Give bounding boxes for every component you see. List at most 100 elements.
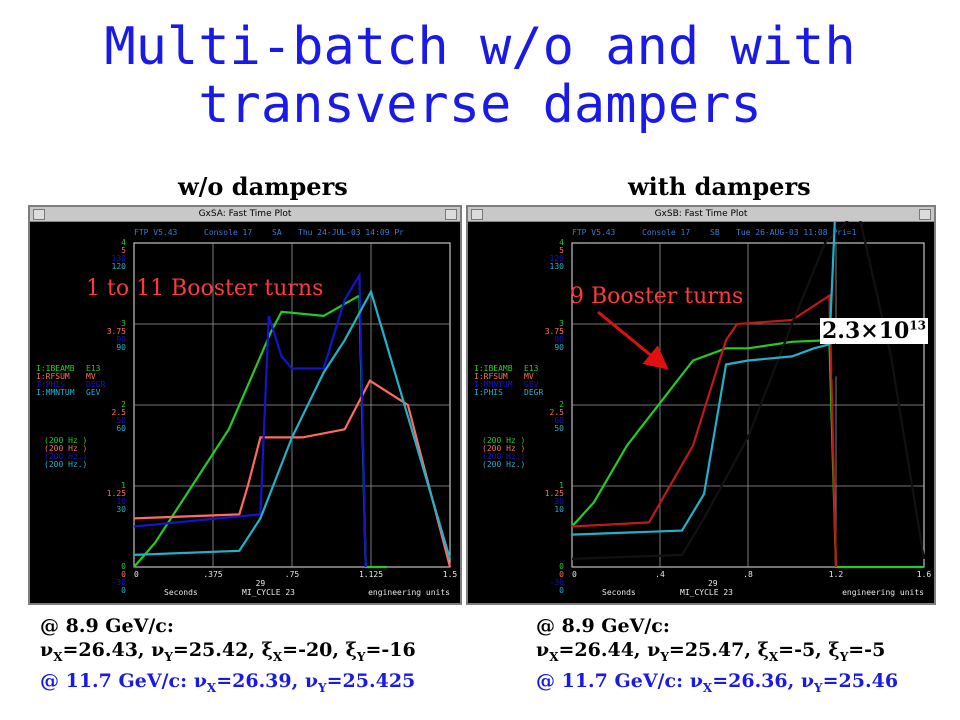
status-text: Tue 26-AUG-03 11:08 Pri=1 — [736, 228, 857, 237]
y-tick-label: 5 — [121, 246, 126, 255]
trace-iphis — [571, 221, 836, 536]
rate-label: (200 Hz.) — [44, 460, 87, 469]
device-units: MV — [86, 372, 96, 381]
device-name: I:RFSUM — [474, 372, 508, 381]
device-units: GEV — [524, 380, 539, 389]
rate-label: (200 Hz ) — [482, 444, 525, 453]
x-tick-label: .4 — [655, 570, 665, 579]
y-tick-label: 1 — [559, 481, 564, 490]
status-text: FTP V5.43 — [572, 228, 616, 237]
y-tick-label: 2 — [121, 400, 126, 409]
x-axis-label: Seconds — [164, 588, 198, 597]
y-tick-label: 3 — [121, 319, 126, 328]
y-tick-label: 90 — [554, 335, 564, 344]
left-footer-line2: νX=26.43, νY=25.42, ξX=-20, ξY=-16 — [40, 639, 416, 664]
rate-label: (200 Hz.) — [482, 452, 525, 461]
trace-immntum — [133, 288, 452, 560]
x-tick-label: 1.125 — [359, 570, 383, 579]
device-name: I:PHIS — [474, 388, 503, 397]
intensity-label: 2.3×1013 — [820, 318, 929, 344]
right-plot-window[interactable]: GxSB: Fast Time Plot FTP V5.43 Console 17… — [466, 205, 936, 605]
trace-iphis — [133, 271, 367, 568]
units-label: engineering units — [368, 588, 450, 597]
y-tick-label: 120 — [550, 254, 565, 263]
y-tick-label: 120 — [112, 262, 127, 271]
device-units: GEV — [86, 388, 101, 397]
y-tick-label: 1 — [121, 481, 126, 490]
trace-irfsum — [571, 293, 838, 568]
device-units: E13 — [524, 364, 539, 373]
y-tick-label: -30 — [112, 578, 127, 587]
y-tick-label: 1.25 — [545, 489, 564, 498]
x-tick-label: 0 — [572, 570, 577, 579]
x-tick-label: 1.6 — [917, 570, 932, 579]
y-tick-label: -30 — [550, 578, 565, 587]
y-tick-label: 0 — [121, 562, 126, 571]
window-maximize-icon[interactable] — [919, 209, 931, 220]
right-footer-line3: @ 11.7 GeV/c: νX=26.36, νY=25.46 — [536, 669, 899, 695]
x-tick-label: 1.5 — [443, 570, 458, 579]
y-tick-label: 50 — [116, 416, 126, 425]
left-footer-line1: @ 8.9 GeV/c: — [40, 615, 174, 637]
device-name: I:MMNTUM — [474, 380, 513, 389]
y-tick-label: 10 — [554, 505, 564, 514]
right-plot[interactable]: FTP V5.43 Console 17 SB Tue 26-AUG-03 11:08… — [468, 221, 934, 603]
window-maximize-icon[interactable] — [445, 209, 457, 220]
rate-label: (200 Hz.) — [44, 452, 87, 461]
y-tick-label: 90 — [554, 343, 564, 352]
x-tick-label: .375 — [203, 570, 222, 579]
device-name: I:RFSUM — [36, 372, 70, 381]
trace-irfsum — [133, 379, 452, 568]
x-tick-label: 1.2 — [829, 570, 844, 579]
status-text: Console 17 — [204, 228, 252, 237]
status-text: SB — [710, 228, 720, 237]
title-line-2: transverse dampers — [198, 75, 762, 135]
y-tick-label: 3.75 — [545, 327, 564, 336]
left-window-titlebar[interactable]: GxSA: Fast Time Plot — [30, 207, 460, 222]
window-menu-icon[interactable] — [471, 209, 483, 220]
cycle-label: MI_CYCLE 23 — [242, 588, 295, 597]
left-plot[interactable]: FTP V5.43 Console 17 SA Thu 24-JUL-03 14:09… — [30, 221, 460, 603]
y-tick-label: 60 — [116, 424, 126, 433]
right-window-title: GxSB: Fast Time Plot — [654, 209, 748, 219]
y-tick-label: 4 — [559, 238, 564, 247]
y-tick-label: 10 — [116, 497, 126, 506]
y-tick-label: 3.75 — [107, 327, 126, 336]
status-text: SA — [272, 228, 282, 237]
left-footer-line3: @ 11.7 GeV/c: νX=26.39, νY=25.425 — [40, 669, 416, 695]
device-name: I:MMNTUM — [36, 388, 75, 397]
device-name: I:IBEAMB — [36, 364, 75, 373]
x-tick-label: .75 — [285, 570, 300, 579]
device-units: DEGR — [86, 380, 105, 389]
right-window-titlebar[interactable]: GxSB: Fast Time Plot — [468, 207, 934, 222]
y-tick-label: 5 — [559, 246, 564, 255]
y-tick-label: 0 — [121, 586, 126, 595]
y-tick-label: 2 — [559, 400, 564, 409]
device-units: DEGR — [524, 388, 543, 397]
left-plot-window[interactable]: GxSA: Fast Time Plot FTP V5.43 Console 17… — [28, 205, 462, 605]
rate-label: (200 Hz ) — [482, 436, 525, 445]
right-annotation: 9 Booster turns — [570, 284, 744, 309]
window-menu-icon[interactable] — [33, 209, 45, 220]
slide-title: Multi-batch w/o and with transverse damp… — [0, 18, 960, 134]
status-text: Console 17 — [642, 228, 690, 237]
y-tick-label: 0 — [559, 586, 564, 595]
left-window-title: GxSA: Fast Time Plot — [198, 209, 292, 219]
units-label: engineering units — [842, 588, 924, 597]
y-tick-label: 60 — [554, 416, 564, 425]
y-tick-label: 130 — [550, 262, 565, 271]
y-tick-label: 130 — [112, 254, 127, 263]
cycle-label: MI_CYCLE 23 — [680, 588, 733, 597]
left-footer: @ 8.9 GeV/c: νX=26.43, νY=25.42, ξX=-20,… — [40, 614, 416, 700]
left-annotation: 1 to 11 Booster turns — [86, 276, 324, 301]
left-panel-header: w/o dampers — [178, 172, 348, 201]
device-name: I:IBEAMB — [474, 364, 513, 373]
y-tick-label: 0 — [559, 570, 564, 579]
intensity-base: 2.3×10 — [822, 318, 910, 344]
trace-immntum — [571, 221, 926, 560]
status-text: FTP V5.43 — [134, 228, 178, 237]
y-tick-label: 0 — [559, 562, 564, 571]
x-mid-label: 29 — [708, 579, 718, 588]
y-tick-label: 4 — [121, 238, 126, 247]
y-tick-label: 30 — [116, 505, 126, 514]
